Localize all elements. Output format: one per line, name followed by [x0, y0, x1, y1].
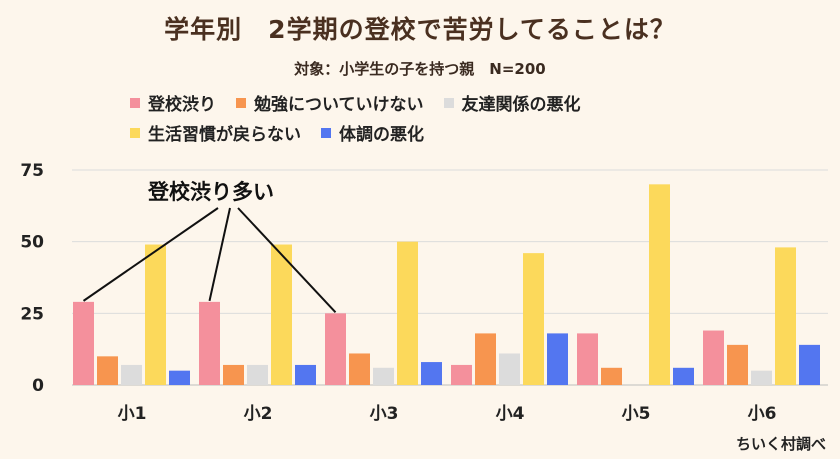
bar [577, 333, 598, 385]
bar [649, 184, 670, 385]
legend-item: 体調の悪化 [321, 120, 424, 145]
x-tick-label: 小4 [496, 404, 525, 424]
chart-title: 学年別 2学期の登校で苦労してることは？ [164, 15, 676, 44]
bar [121, 364, 142, 385]
bar [673, 367, 694, 385]
bar [145, 244, 166, 385]
annotation-pointer [208, 207, 231, 302]
legend-label: 生活習慣が戻らない [148, 125, 301, 145]
chart-legend: 登校渋り 勉強についていけない 友達関係の悪化 生活習慣が戻らない 体調の悪化 [130, 90, 770, 145]
bar [703, 330, 724, 385]
bar [325, 313, 346, 385]
legend-label: 勉強についていけない [254, 95, 424, 115]
bar [349, 353, 370, 385]
annotation-pointer [82, 207, 219, 302]
source-credit: ちいく村調べ [735, 435, 826, 453]
legend-label: 体調の悪化 [339, 125, 424, 145]
x-tick-label: 小2 [244, 404, 273, 424]
bar [97, 356, 118, 385]
annotation-pointer [237, 207, 337, 314]
legend-swatch [236, 97, 246, 108]
bar [295, 364, 316, 385]
x-tick-label: 小3 [370, 404, 399, 424]
bar [727, 344, 748, 385]
bar [421, 362, 442, 385]
bar [451, 364, 472, 385]
bar [223, 364, 244, 385]
x-tick-label: 小6 [748, 404, 777, 424]
bar [247, 364, 268, 385]
y-tick-label: 75 [20, 161, 44, 181]
bar [499, 353, 520, 385]
bar [751, 370, 772, 385]
y-tick-label: 50 [20, 233, 44, 253]
legend-swatch [443, 97, 454, 108]
legend-label: 友達関係の悪化 [461, 95, 581, 115]
legend-swatch [321, 127, 331, 138]
legend-swatch [130, 97, 140, 108]
legend-item: 生活習慣が戻らない [130, 120, 301, 145]
chart-subtitle: 対象：小学生の子を持つ親 N=200 [294, 60, 546, 78]
bar [523, 253, 544, 385]
y-tick-label: 0 [32, 376, 44, 396]
legend-swatch [130, 127, 140, 138]
bar [775, 247, 796, 385]
legend-item: 登校渋り [130, 90, 216, 115]
bar [73, 301, 94, 385]
annotation-label: 登校渋り多い [148, 180, 274, 204]
bar [799, 344, 820, 385]
x-tick-label: 小5 [622, 404, 651, 424]
bar [475, 333, 496, 385]
legend-item: 友達関係の悪化 [443, 90, 581, 115]
legend-item: 勉強についていけない [236, 90, 424, 115]
bar [199, 301, 220, 385]
bar [373, 367, 394, 385]
bar [601, 367, 622, 385]
legend-label: 登校渋り [148, 95, 216, 115]
bar [169, 370, 190, 385]
bar [397, 241, 418, 385]
bar [271, 244, 292, 385]
y-tick-label: 25 [20, 304, 44, 324]
x-tick-label: 小1 [118, 404, 147, 424]
bar [547, 333, 568, 385]
